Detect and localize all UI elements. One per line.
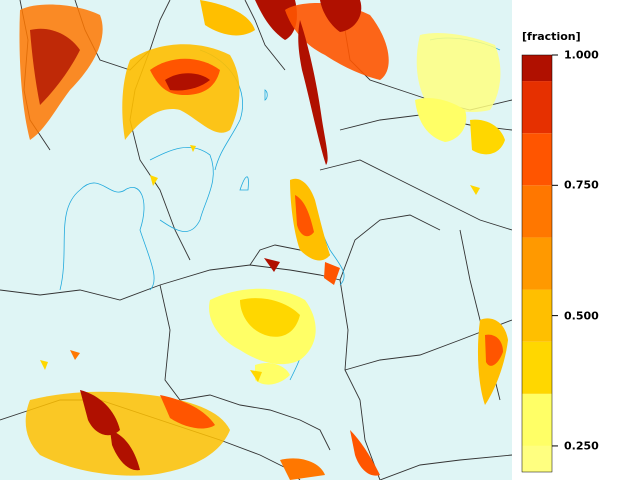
- fraction-field-east: [415, 33, 508, 405]
- colorbar-bin-4: [522, 237, 552, 290]
- fraction-field-south: [25, 390, 380, 480]
- colorbar-legend: [fraction] 1.000 0.750 0.500 0.250: [512, 0, 640, 480]
- colorbar-tick-label: 0.250: [564, 439, 599, 453]
- colorbar-tick-label: 1.000: [564, 48, 599, 62]
- colorbar: [521, 54, 558, 473]
- colorbar-bin-1: [522, 393, 552, 446]
- colorbar-bin-6: [522, 133, 552, 186]
- colorbar-tick-label: 0.750: [564, 178, 599, 192]
- colorbar-bin-8: [522, 55, 552, 82]
- colorbar-bin-2: [522, 341, 552, 394]
- colorbar-bin-0: [522, 445, 552, 472]
- fraction-field-finland-coast: [285, 0, 389, 165]
- colorbar-bin-5: [522, 185, 552, 238]
- fraction-field-scandinavia: [19, 0, 297, 141]
- fraction-field-poland: [209, 288, 316, 385]
- fraction-map: [0, 0, 512, 480]
- fraction-field-sweden: [122, 44, 240, 140]
- legend-unit-label: [fraction]: [522, 30, 581, 43]
- fraction-field-speckles: [40, 145, 480, 382]
- colorbar-frame: [521, 54, 553, 473]
- fraction-field-baltic-coast: [264, 178, 340, 285]
- colorbar-bin-3: [522, 289, 552, 342]
- colorbar-bin-7: [522, 81, 552, 134]
- colorbar-tick-label: 0.500: [564, 309, 599, 323]
